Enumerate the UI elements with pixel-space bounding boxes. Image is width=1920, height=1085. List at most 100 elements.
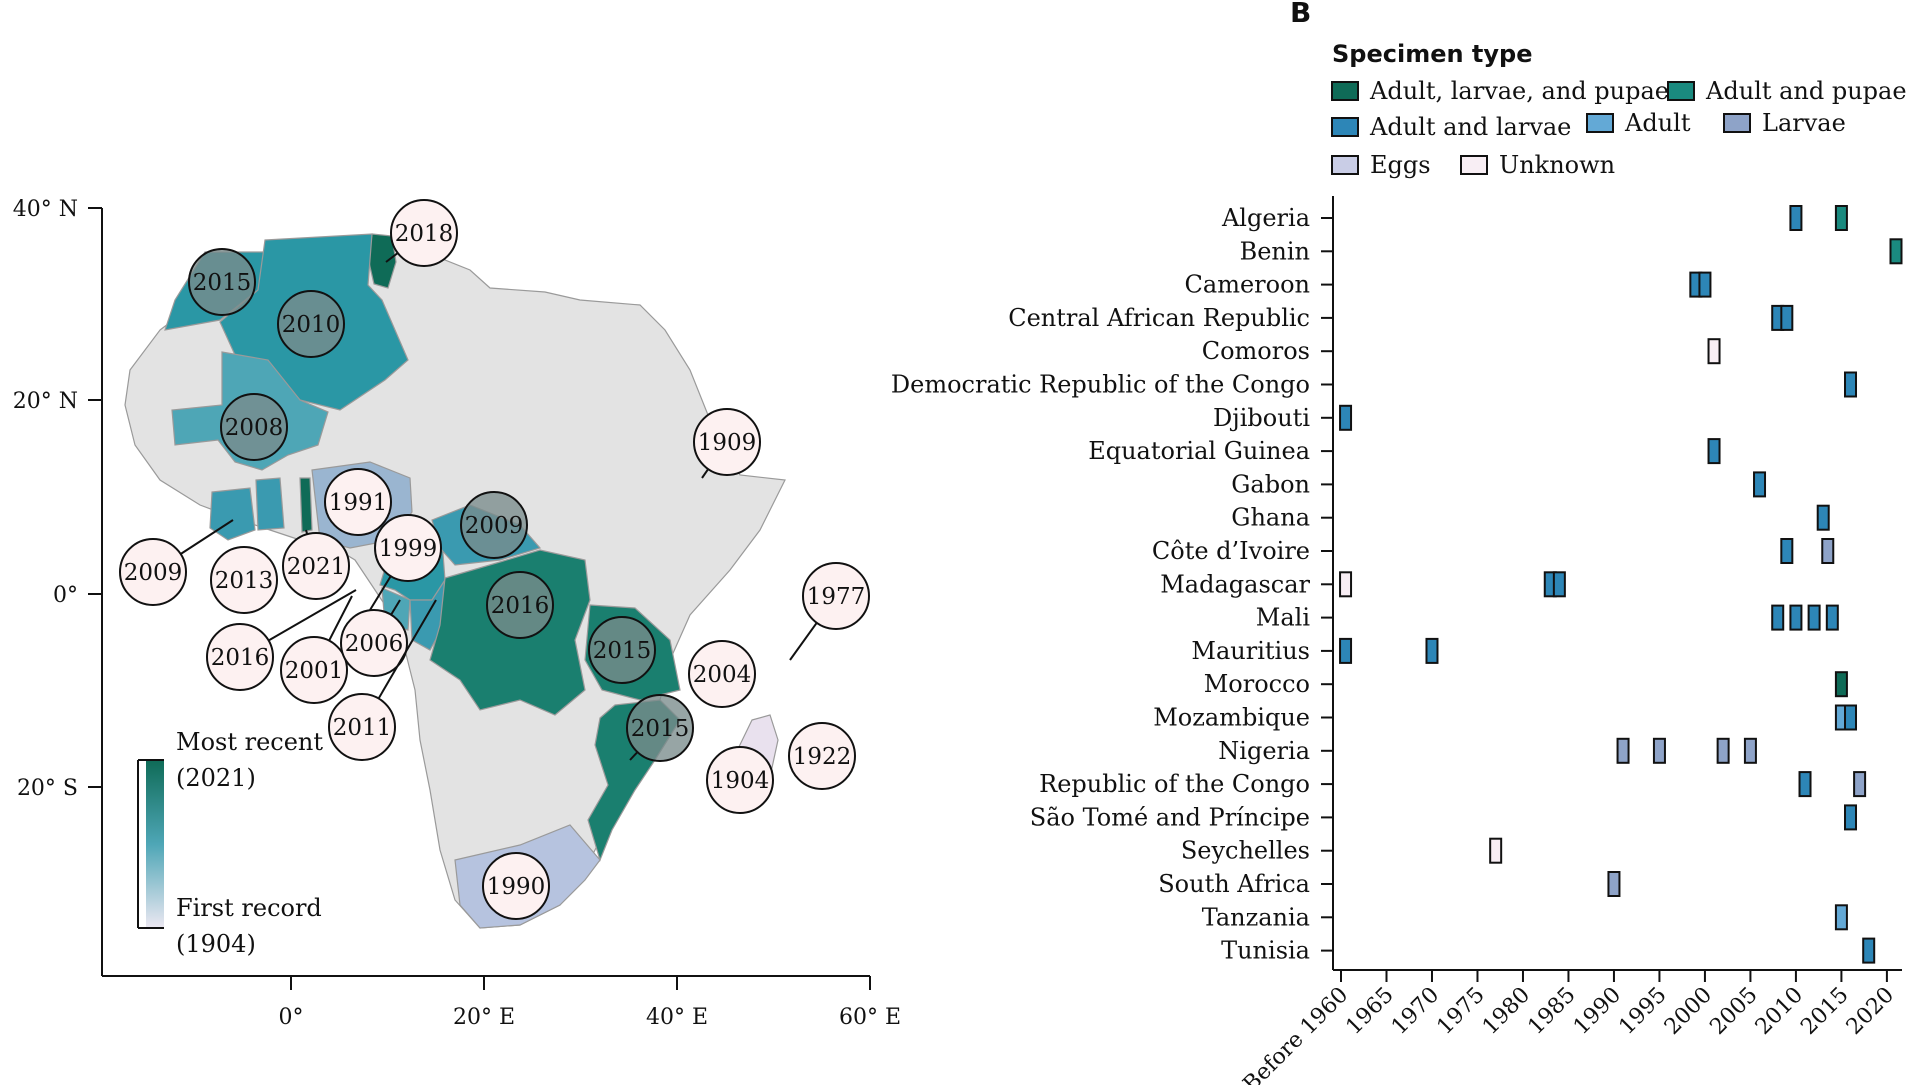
legend-item-larvae: Larvae bbox=[1723, 109, 1846, 137]
timeline-records bbox=[1339, 205, 1903, 964]
legend-title: Specimen type bbox=[1332, 40, 1533, 68]
x-tick-label: 2020 bbox=[1842, 983, 1899, 1040]
record-mark bbox=[1616, 737, 1630, 764]
record-mark bbox=[1862, 937, 1876, 964]
bubble-circle-nigeria bbox=[324, 468, 392, 536]
year-bubble-mozambique: 2015 bbox=[626, 694, 694, 762]
year-bubble-drc: 2016 bbox=[486, 571, 554, 639]
country-label: Ghana bbox=[1231, 504, 1310, 532]
year-bubble-benin: 2021 bbox=[282, 529, 350, 600]
legend-label-adult-larvae-pupae: Adult, larvae, and pupae bbox=[1369, 77, 1669, 105]
record-mark bbox=[1825, 604, 1839, 631]
legend-item-adult: Adult bbox=[1586, 109, 1691, 137]
record-mark bbox=[1753, 471, 1767, 498]
x-tick-label: Before 1960 bbox=[1239, 983, 1354, 1085]
x-tick-label: 1965 bbox=[1341, 983, 1398, 1040]
country-ghana bbox=[255, 477, 285, 531]
year-bubble-morocco: 2015 bbox=[188, 248, 256, 316]
country-label: Republic of the Congo bbox=[1039, 770, 1310, 798]
legend-label-unknown: Unknown bbox=[1499, 151, 1615, 179]
legend-swatch-adult-larvae bbox=[1331, 117, 1359, 137]
record-mark bbox=[1771, 604, 1785, 631]
record-mark bbox=[1489, 837, 1503, 864]
bubble-year-ghana: 2013 bbox=[215, 568, 274, 594]
bubble-circle-comoros bbox=[688, 640, 756, 708]
x-tick-label: 1985 bbox=[1523, 983, 1580, 1040]
bubble-circle-djibouti bbox=[693, 408, 761, 476]
lon-label-20e: 20° E bbox=[453, 1005, 515, 1030]
country-label: Tanzania bbox=[1202, 903, 1310, 931]
timeline-rows: Algeria Benin Cameroon Central African Repu… bbox=[891, 204, 1333, 965]
bubble-circle-mali bbox=[220, 393, 288, 461]
year-bubble-saotome: 2001 bbox=[280, 595, 353, 704]
leader-line-mozambique bbox=[629, 751, 639, 761]
bubble-year-algeria: 2010 bbox=[282, 312, 341, 338]
year-bubble-tanzania: 2015 bbox=[588, 616, 656, 684]
year-bubble-nigeria: 1991 bbox=[324, 468, 392, 536]
colorbar-bottom-label-1: First record bbox=[176, 894, 322, 922]
bubble-circle-cote bbox=[119, 538, 187, 606]
bubble-circle-tunisia bbox=[390, 199, 458, 267]
colorbar-top-label-1: Most recent bbox=[176, 728, 323, 756]
record-mark bbox=[1853, 771, 1867, 798]
legend-swatch-adult bbox=[1586, 113, 1614, 133]
year-bubble-eqguinea: 2016 bbox=[206, 589, 357, 691]
year-bubble-southafrica: 1990 bbox=[482, 852, 550, 920]
colorbar-top-label-2: (2021) bbox=[176, 764, 256, 792]
year-bubble-gabon: 2006 bbox=[340, 599, 408, 677]
country-label: Djibouti bbox=[1213, 404, 1310, 432]
country-cote bbox=[209, 487, 256, 541]
record-mark bbox=[1834, 671, 1848, 698]
bubble-circle-madagascar bbox=[706, 746, 774, 814]
record-mark bbox=[1821, 538, 1835, 564]
record-mark bbox=[1780, 538, 1794, 564]
lon-label-40e: 40° E bbox=[646, 1005, 708, 1030]
bubble-circle-ghana bbox=[210, 546, 278, 614]
panel-a-map: 40° N 20° N 0° 20° S 0° 20° E 40° E 60° … bbox=[13, 197, 901, 1030]
colorbar-bottom-label-2: (1904) bbox=[176, 930, 256, 958]
bubble-year-car: 2009 bbox=[465, 513, 524, 539]
bubble-circle-mauritius bbox=[788, 722, 856, 790]
country-label: Tunisia bbox=[1221, 937, 1310, 965]
record-mark bbox=[1789, 205, 1803, 231]
country-label: Cameroon bbox=[1185, 271, 1310, 299]
bubble-year-eqguinea: 2016 bbox=[211, 645, 270, 671]
legend-label-adult-pupae: Adult and pupae bbox=[1705, 77, 1907, 105]
record-mark bbox=[1807, 604, 1821, 631]
bubble-year-congo: 2011 bbox=[333, 715, 392, 741]
record-mark bbox=[1607, 871, 1621, 897]
record-mark bbox=[1798, 771, 1812, 798]
legend-swatch-larvae bbox=[1723, 113, 1751, 133]
year-bubble-tunisia: 2018 bbox=[385, 199, 458, 267]
legend-item-adult-pupae: Adult and pupae bbox=[1667, 77, 1907, 105]
record-mark bbox=[1844, 804, 1858, 831]
year-bubble-algeria: 2010 bbox=[277, 290, 345, 358]
leader-line-tunisia bbox=[385, 252, 399, 263]
leader-line-eqguinea bbox=[268, 589, 357, 642]
year-bubble-mali: 2008 bbox=[220, 393, 288, 461]
country-benin bbox=[299, 477, 313, 533]
panel-b-timeline: B Specimen type Adult, larvae, and pupae… bbox=[891, 0, 1907, 1085]
year-bubble-mauritius: 1922 bbox=[788, 722, 856, 790]
lon-label-60e: 60° E bbox=[839, 1005, 901, 1030]
year-bubble-seychelles: 1977 bbox=[789, 562, 870, 661]
year-bubbles: 2015 2018 2010 2008 1909 1991 1999 2009 2009 2013… bbox=[119, 199, 870, 920]
record-mark bbox=[1652, 737, 1666, 764]
legend-item-unknown: Unknown bbox=[1460, 151, 1615, 179]
leader-line-seychelles bbox=[789, 622, 818, 661]
country-label: Central African Republic bbox=[1008, 304, 1310, 332]
bubble-year-nigeria: 1991 bbox=[329, 490, 388, 516]
legend-label-adult: Adult bbox=[1624, 109, 1691, 137]
bubble-year-tunisia: 2018 bbox=[395, 221, 454, 247]
legend-swatch-adult-larvae-pupae bbox=[1331, 81, 1359, 101]
record-mark bbox=[1743, 737, 1757, 764]
record-mark bbox=[1844, 371, 1858, 398]
bubble-circle-algeria bbox=[277, 290, 345, 358]
legend-label-eggs: Eggs bbox=[1370, 151, 1431, 179]
legend-label-larvae: Larvae bbox=[1762, 109, 1846, 137]
leader-line-congo bbox=[377, 599, 437, 699]
bubble-year-morocco: 2015 bbox=[193, 270, 252, 296]
x-tick-label: 2005 bbox=[1705, 983, 1762, 1040]
year-bubble-congo: 2011 bbox=[328, 599, 437, 761]
